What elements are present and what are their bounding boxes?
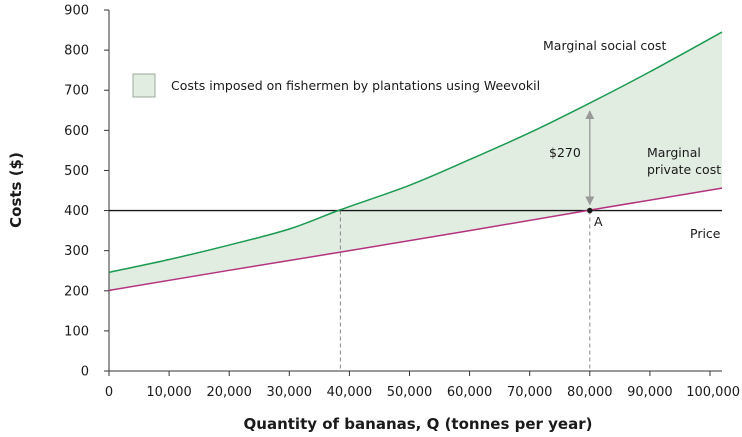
y-tick-label: 800 — [64, 44, 89, 59]
y-tick-label: 500 — [64, 164, 89, 179]
y-tick-label: 300 — [64, 244, 89, 259]
y-tick-label: 200 — [64, 284, 89, 299]
x-tick-label: 40,000 — [327, 385, 373, 400]
x-tick-label: 0 — [105, 385, 113, 400]
y-tick-label: 400 — [64, 204, 89, 219]
externality-shaded-region — [109, 32, 723, 291]
legend-label: Costs imposed on fishermen by plantation… — [171, 78, 540, 93]
mpc-label-line1: Marginal — [647, 145, 701, 160]
y-axis-title: Costs ($) — [7, 152, 25, 228]
y-tick-label: 100 — [64, 324, 89, 339]
x-tick-label: 90,000 — [627, 385, 673, 400]
y-tick-label: 0 — [81, 365, 89, 380]
x-tick-label: 30,000 — [267, 385, 313, 400]
mpc-label-line2: private cost — [647, 162, 721, 177]
x-tick-label: 100,000 — [686, 385, 740, 400]
x-tick-label: 20,000 — [206, 385, 252, 400]
x-tick-label: 70,000 — [507, 385, 553, 400]
series-line-marginal-social-cost — [108, 31, 723, 274]
y-tick-label: 700 — [64, 84, 89, 99]
x-tick-label: 80,000 — [567, 385, 613, 400]
y-tick-label: 900 — [64, 4, 89, 19]
y-tick-label: 600 — [64, 124, 89, 139]
point-a-label: A — [594, 214, 603, 229]
price-label: Price — [690, 226, 721, 241]
msc-label: Marginal social cost — [543, 38, 666, 53]
gap-label: $270 — [549, 145, 581, 160]
legend-swatch — [132, 73, 156, 98]
y-axis-ticks: 0 100 200 300 400 500 600 700 800 900 — [64, 4, 109, 380]
series-line-marginal-private-cost — [108, 187, 723, 292]
x-tick-label: 10,000 — [146, 385, 192, 400]
x-tick-label: 60,000 — [447, 385, 493, 400]
point-a-marker — [587, 207, 593, 214]
x-axis-title: Quantity of bananas, Q (tonnes per year) — [244, 415, 593, 433]
x-tick-label: 50,000 — [387, 385, 433, 400]
x-axis-ticks: 0 10,000 20,000 30,000 40,000 50,000 60,000 70,… — [105, 371, 740, 400]
